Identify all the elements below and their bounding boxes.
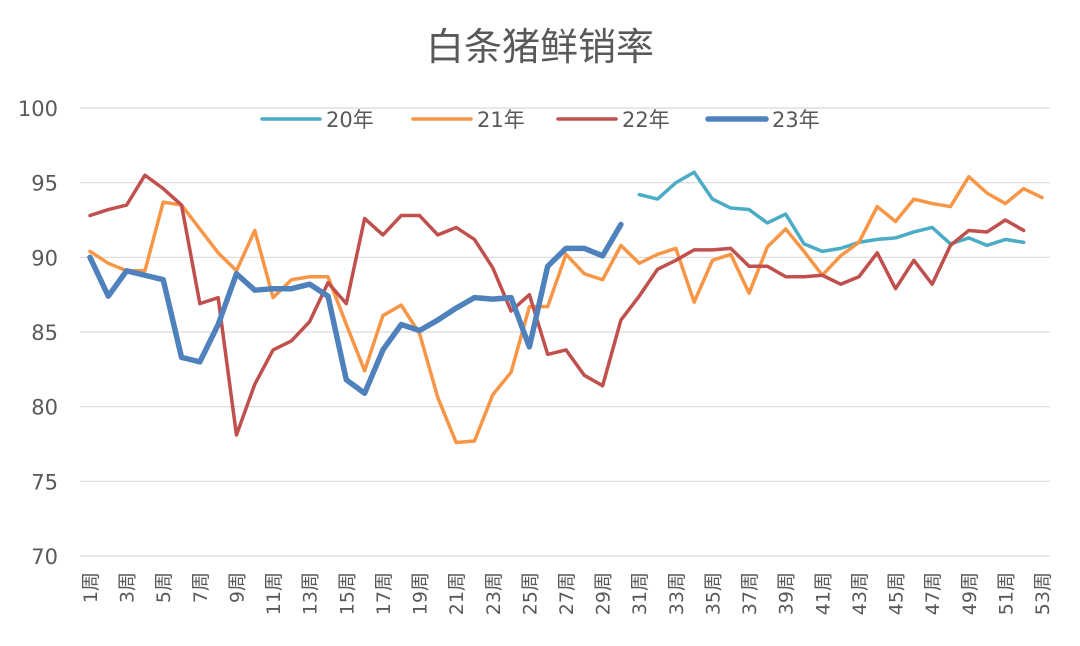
x-tick-label: 19周 xyxy=(410,572,432,615)
series-line-2 xyxy=(88,173,1026,437)
x-tick-label: 7周 xyxy=(190,572,212,603)
x-tick-label: 39周 xyxy=(776,572,798,615)
x-tick-label: 33周 xyxy=(666,572,688,615)
legend-label: 21年 xyxy=(477,108,525,132)
y-tick-label: 70 xyxy=(31,545,58,569)
x-tick-label: 25周 xyxy=(519,572,541,615)
x-axis-tick-labels: 1周 3周 5周 7周 9周 11周 13周 15周 17周 19周 21周 23周 25周 27周 29周… xyxy=(80,572,1054,615)
y-tick-label: 85 xyxy=(31,321,58,345)
x-tick-label: 13周 xyxy=(300,572,322,615)
y-axis-tick-labels: 70 75 80 85 90 95 100 xyxy=(18,97,58,569)
legend-label: 23年 xyxy=(772,108,820,132)
legend-item-1[interactable]: 21年 xyxy=(411,108,525,132)
x-tick-label: 37周 xyxy=(739,572,761,615)
x-tick-label: 29周 xyxy=(593,572,615,615)
chart-title: 白条猪鲜销率 xyxy=(426,25,654,69)
x-tick-label: 17周 xyxy=(373,572,395,615)
x-tick-label: 43周 xyxy=(849,572,871,615)
legend-label: 20年 xyxy=(326,108,374,132)
x-tick-label: 21周 xyxy=(446,572,468,615)
x-tick-label: 51周 xyxy=(995,572,1017,615)
y-tick-label: 95 xyxy=(31,172,58,196)
x-tick-label: 27周 xyxy=(556,572,578,615)
x-tick-label: 47周 xyxy=(922,572,944,615)
x-tick-label: 41周 xyxy=(812,572,834,615)
x-tick-label: 23周 xyxy=(483,572,505,615)
series-line-0 xyxy=(637,170,1026,254)
legend-label: 22年 xyxy=(622,108,670,132)
x-tick-label: 45周 xyxy=(886,572,908,615)
y-tick-label: 80 xyxy=(31,396,58,420)
x-tick-label: 1周 xyxy=(80,572,102,603)
legend-item-2[interactable]: 22年 xyxy=(556,108,670,132)
y-tick-label: 75 xyxy=(31,470,58,494)
legend-item-0[interactable]: 20年 xyxy=(260,108,374,132)
series-line-3 xyxy=(87,221,624,396)
series-line-1 xyxy=(88,174,1044,445)
x-tick-label: 15周 xyxy=(336,572,358,615)
y-tick-label: 100 xyxy=(18,97,58,121)
x-tick-label: 5周 xyxy=(153,572,175,603)
legend[interactable]: 20年 21年 22年 23年 xyxy=(260,108,820,132)
x-tick-label: 53周 xyxy=(1032,572,1054,615)
x-tick-label: 49周 xyxy=(959,572,981,615)
gridlines xyxy=(80,107,1050,557)
x-tick-label: 3周 xyxy=(117,572,139,603)
x-tick-label: 31周 xyxy=(629,572,651,615)
x-tick-label: 9周 xyxy=(226,572,248,603)
x-tick-label: 11周 xyxy=(263,572,285,615)
legend-item-3[interactable]: 23年 xyxy=(705,108,820,132)
x-tick-label: 35周 xyxy=(702,572,724,615)
y-tick-label: 90 xyxy=(31,246,58,270)
series-lines xyxy=(87,170,1044,445)
